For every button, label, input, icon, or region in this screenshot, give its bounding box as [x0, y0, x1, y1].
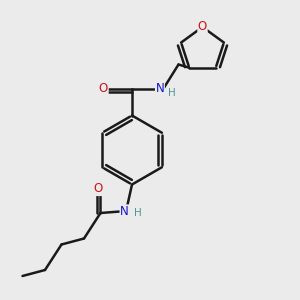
Text: N: N [155, 82, 164, 95]
Text: O: O [94, 182, 103, 196]
Text: H: H [168, 88, 176, 98]
Text: O: O [99, 82, 108, 95]
Text: N: N [120, 205, 129, 218]
Text: O: O [198, 20, 207, 34]
Text: H: H [134, 208, 141, 218]
